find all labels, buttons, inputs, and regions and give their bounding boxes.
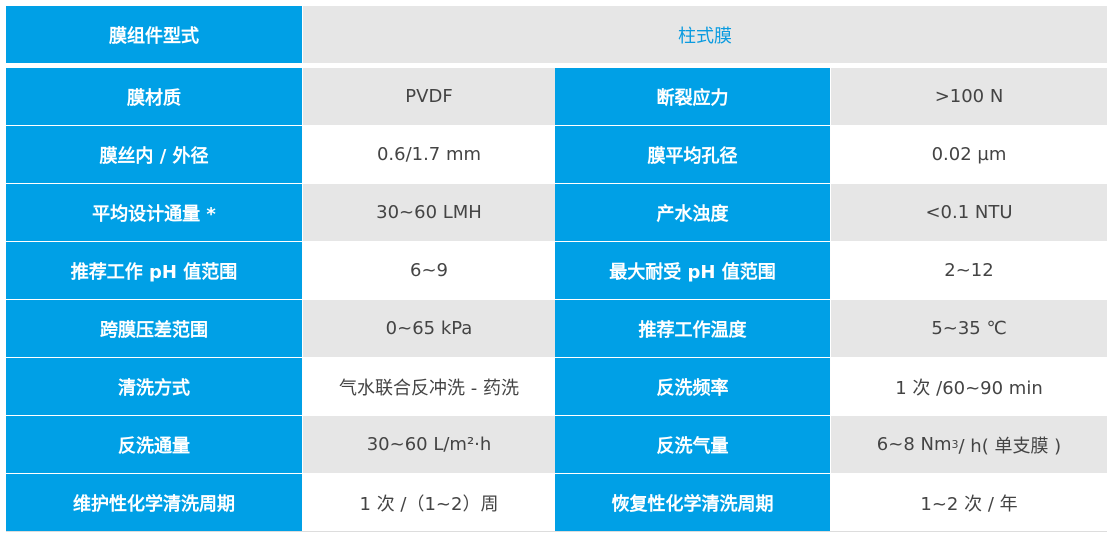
table-row: 推荐工作 pH 值范围 6~9 最大耐受 pH 值范围 2~12 <box>6 242 1107 300</box>
param-label: 推荐工作温度 <box>555 300 831 357</box>
param-label: 最大耐受 pH 值范围 <box>555 242 831 299</box>
table-row: 反洗通量 30~60 L/m²·h 反洗气量 6~8 Nm 3/ h( 单支膜 ) <box>6 416 1107 474</box>
param-label: 跨膜压差范围 <box>6 300 303 357</box>
spec-table: 膜组件型式 柱式膜 膜材质 PVDF 断裂应力 >100 N 膜丝内 / 外径 0.6/1… <box>6 6 1107 532</box>
table-row: 跨膜压差范围 0~65 kPa 推荐工作温度 5~35 ℃ <box>6 300 1107 358</box>
param-value: 0~65 kPa <box>303 300 555 357</box>
value-part: / h( 单支膜 ) <box>958 435 1062 457</box>
param-value: 2~12 <box>831 242 1107 299</box>
param-value: 1 次 /（1~2）周 <box>303 474 555 531</box>
param-label: 断裂应力 <box>555 68 831 125</box>
param-label: 膜材质 <box>6 68 303 125</box>
param-label: 膜平均孔径 <box>555 126 831 183</box>
param-label: 平均设计通量 * <box>6 184 303 241</box>
param-value: 0.6/1.7 mm <box>303 126 555 183</box>
param-value: >100 N <box>831 68 1107 125</box>
param-value: 30~60 LMH <box>303 184 555 241</box>
param-label: 反洗气量 <box>555 416 831 473</box>
divider <box>6 531 1107 532</box>
param-value: 5~35 ℃ <box>831 300 1107 357</box>
param-label: 反洗通量 <box>6 416 303 473</box>
param-value: 1~2 次 / 年 <box>831 474 1107 531</box>
param-value: 0.02 µm <box>831 126 1107 183</box>
param-value: PVDF <box>303 68 555 125</box>
table-row: 维护性化学清洗周期 1 次 /（1~2）周 恢复性化学清洗周期 1~2 次 / 年 <box>6 474 1107 532</box>
param-value: 气水联合反冲洗 - 药洗 <box>303 358 555 415</box>
table-row: 平均设计通量 * 30~60 LMH 产水浊度 <0.1 NTU <box>6 184 1107 242</box>
table-row: 清洗方式 气水联合反冲洗 - 药洗 反洗频率 1 次 /60~90 min <box>6 358 1107 416</box>
param-label: 维护性化学清洗周期 <box>6 474 303 531</box>
param-value: 6~9 <box>303 242 555 299</box>
header-value: 柱式膜 <box>303 6 1107 63</box>
param-label: 膜丝内 / 外径 <box>6 126 303 183</box>
table-row: 膜材质 PVDF 断裂应力 >100 N <box>6 68 1107 126</box>
param-value: 1 次 /60~90 min <box>831 358 1107 415</box>
param-value: 30~60 L/m²·h <box>303 416 555 473</box>
table-row: 膜丝内 / 外径 0.6/1.7 mm 膜平均孔径 0.02 µm <box>6 126 1107 184</box>
param-label: 清洗方式 <box>6 358 303 415</box>
param-label: 产水浊度 <box>555 184 831 241</box>
param-label: 反洗频率 <box>555 358 831 415</box>
superscript: 3 <box>951 438 959 451</box>
param-value: <0.1 NTU <box>831 184 1107 241</box>
header-label: 膜组件型式 <box>6 6 303 63</box>
table-row-module-type: 膜组件型式 柱式膜 <box>6 6 1107 64</box>
param-label: 恢复性化学清洗周期 <box>555 474 831 531</box>
value-part: 6~8 Nm <box>876 434 952 455</box>
param-value: 6~8 Nm 3/ h( 单支膜 ) <box>831 416 1107 473</box>
param-label: 推荐工作 pH 值范围 <box>6 242 303 299</box>
